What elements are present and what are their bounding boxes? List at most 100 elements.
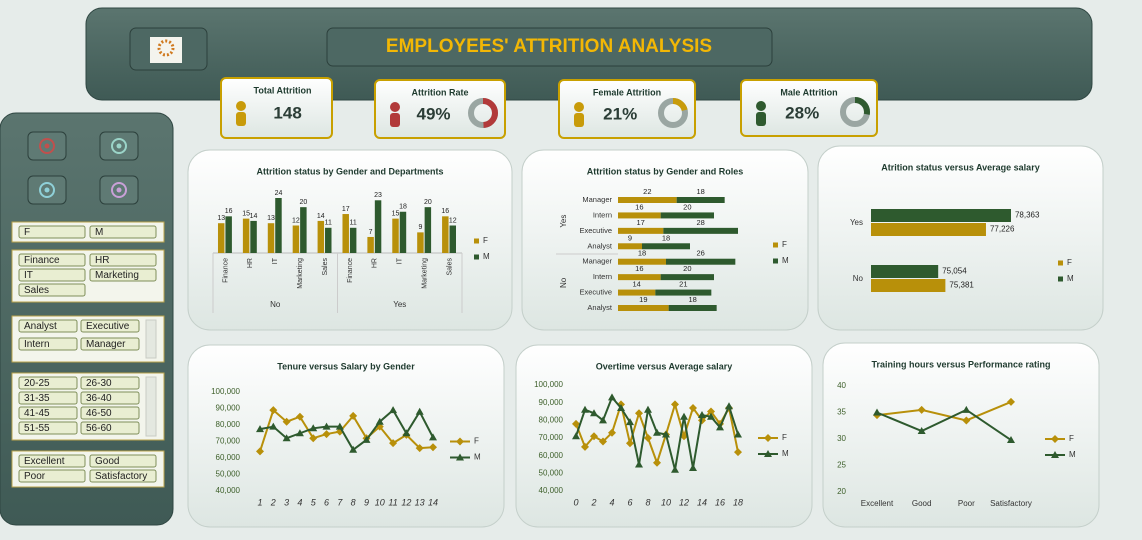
kpi-icon [236,101,246,111]
x-tick-label: 0 [573,497,578,507]
slicer-item-label[interactable]: Poor [24,471,46,482]
bar [424,207,432,253]
bar [442,216,449,253]
slicer-item-label[interactable]: 26-30 [86,378,112,389]
data-label: 12 [449,217,457,224]
kpi-value: 21% [603,104,637,123]
bar [663,227,738,234]
bar [317,220,325,253]
slicer-item-label[interactable]: Manager [86,339,126,350]
slicer-item[interactable] [18,283,86,297]
slicer-item[interactable] [18,319,78,333]
data-label: 7 [369,229,373,236]
slicer-item-label[interactable]: M [95,227,103,238]
button-icon [44,187,50,193]
point [572,419,580,428]
y-tick-label: 90,000 [539,398,564,407]
point [415,444,424,453]
data-label: 11 [350,220,357,227]
legend-label: F [483,236,488,245]
slicer-item[interactable] [18,454,86,468]
kpi-value: 49% [416,104,450,123]
bar [250,220,257,253]
point [680,412,688,420]
category-label: Marketing [421,258,428,289]
slicer-item[interactable] [80,391,140,405]
slicer-item-label[interactable]: 20-25 [24,378,50,389]
slicer-item[interactable] [18,253,86,267]
slicer-item[interactable] [80,319,140,333]
bar [655,289,712,296]
button-icon [111,182,127,198]
data-label: 77,226 [990,225,1015,234]
slicer-item-label[interactable]: Satisfactory [95,471,147,482]
x-tick-label: 5 [311,497,317,507]
slicer-item-label[interactable]: Finance [24,255,60,266]
bar [618,258,666,265]
kpi-card [740,79,878,137]
title-box [326,27,773,67]
slicer-item-label[interactable]: Intern [24,339,50,350]
slicer-item[interactable] [18,391,78,405]
slicer-item[interactable] [18,406,78,420]
point [671,400,679,409]
data-label: 21 [679,280,687,289]
point [635,409,643,418]
slicer-item-label[interactable]: 41-45 [24,408,50,419]
slicer-item-label[interactable]: Sales [24,285,49,296]
slicer-item-label[interactable]: Analyst [24,321,57,332]
kpi-value: 148 [273,103,301,122]
slicer-item[interactable] [18,376,78,390]
point [873,408,881,416]
slicer-item[interactable] [80,337,140,351]
slicer-item[interactable] [89,454,157,468]
slicer-item-label[interactable]: Excellent [24,456,65,467]
slicer-item[interactable] [80,376,140,390]
bar [871,223,986,236]
y-tick-label: 30 [837,434,846,443]
bar [871,265,939,278]
slicer-item-label[interactable]: Marketing [95,270,139,281]
slicer-item-label[interactable]: 36-40 [86,393,112,404]
slicer-item-label[interactable]: Executive [86,321,130,332]
slicer-item-label[interactable]: 46-50 [86,408,112,419]
category-label: HR [247,258,254,268]
slicer-item-label[interactable]: 31-35 [24,393,50,404]
y-tick-label: 70,000 [539,433,564,442]
kpi-label: Total Attrition [254,85,312,95]
slicer-item[interactable] [89,225,157,239]
slicer-item[interactable] [80,406,140,420]
data-label: 23 [374,192,382,199]
slicer-item[interactable] [18,268,86,282]
point [1007,397,1015,406]
slicer-item[interactable] [89,253,157,267]
category-label: Yes [850,218,863,227]
slicer-item-label[interactable]: Good [95,456,119,467]
legend-marker [764,434,772,442]
slicer-scrollbar[interactable] [145,319,157,359]
slicer-item-label[interactable]: 51-55 [24,423,50,434]
slicer-item[interactable] [18,337,78,351]
kpi-icon [756,101,766,111]
x-tick-label: Poor [958,499,975,508]
slicer-item[interactable] [80,421,140,435]
point [734,430,742,438]
slicer-item-label[interactable]: IT [24,270,33,281]
slicer-item[interactable] [18,225,86,239]
data-label: 14 [632,280,640,289]
slicer-item[interactable] [89,469,157,483]
point [962,416,971,425]
data-label: 75,381 [949,281,974,290]
slicer-item-label[interactable]: HR [95,255,109,266]
point [698,411,706,419]
data-label: 13 [217,215,225,222]
slicer-item-label[interactable]: 56-60 [86,423,112,434]
slicer-item[interactable] [18,469,86,483]
legend-label: M [483,252,490,261]
point [725,402,733,410]
slicer-item[interactable] [89,268,157,282]
slicer-item[interactable] [18,421,78,435]
legend-marker [1051,435,1059,443]
slicer-scrollbar[interactable] [145,376,157,437]
slicer-item-label[interactable]: F [24,227,30,238]
